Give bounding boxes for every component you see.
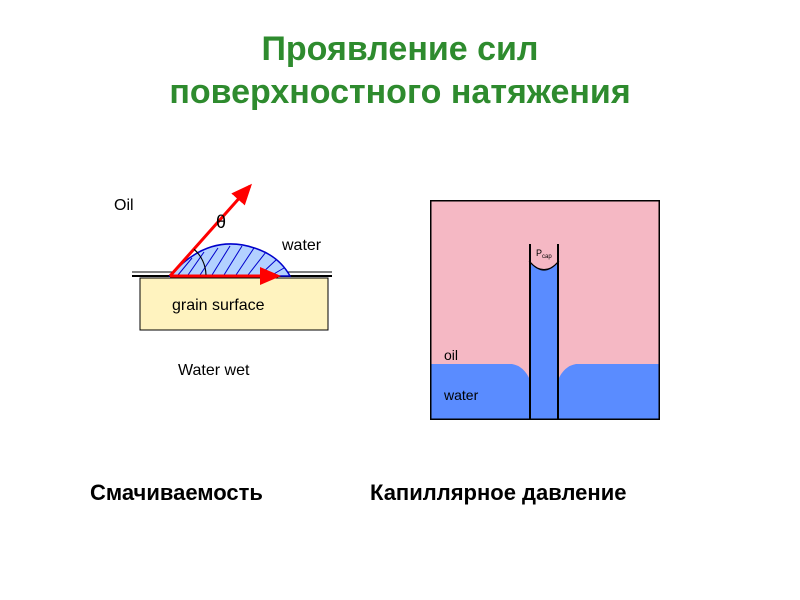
svg-text:Oil: Oil xyxy=(114,197,134,214)
caption-capillary: Капиллярное давление xyxy=(370,480,626,506)
svg-text:water: water xyxy=(443,387,479,403)
svg-text:θ: θ xyxy=(216,212,226,232)
page-title: Проявление сил поверхностного натяжения xyxy=(0,0,800,113)
diagrams-row: Oilθwatergrain surfaceWater wet Pcapoilw… xyxy=(0,180,800,480)
svg-text:water: water xyxy=(281,237,322,254)
title-line-2: поверхностного натяжения xyxy=(0,71,800,114)
svg-text:grain surface: grain surface xyxy=(172,297,265,314)
capillary-diagram: Pcapoilwater xyxy=(430,200,660,420)
caption-wettability: Смачиваемость xyxy=(90,480,263,506)
svg-text:oil: oil xyxy=(444,347,458,363)
wettability-svg: Oil θ water grain surface Water wet xyxy=(100,180,360,420)
wettability-diagram: Oil θ water grain surface Water wet xyxy=(100,180,360,420)
capillary-svg: Pcapoilwater xyxy=(430,200,660,420)
title-line-1: Проявление сил xyxy=(0,28,800,71)
svg-text:Water wet: Water wet xyxy=(178,362,250,379)
